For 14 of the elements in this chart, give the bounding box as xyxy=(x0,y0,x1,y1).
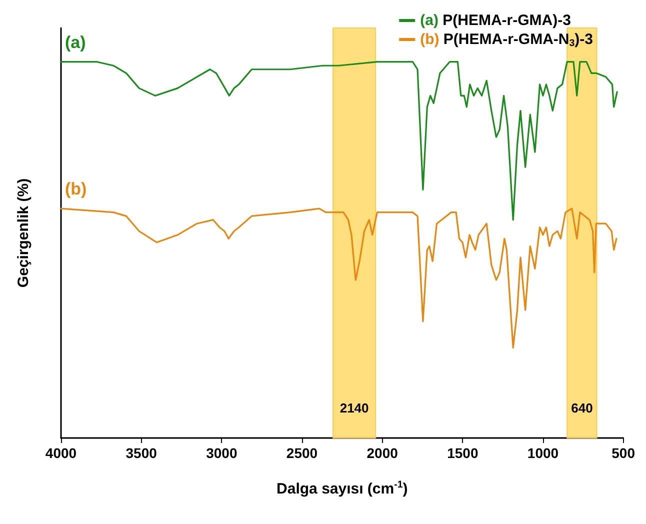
x-tick-label: 2000 xyxy=(366,445,398,461)
y-axis-title: Geçirgenlik (%) xyxy=(15,178,32,288)
text: (a) xyxy=(65,32,86,52)
x-tick-label: 2500 xyxy=(286,445,318,461)
legend-label: (a) P(HEMA-r-GMA)-3 xyxy=(420,12,571,29)
band-label: 2140 xyxy=(340,400,369,416)
x-tick-label: 3000 xyxy=(206,445,238,461)
x-tick-label: 500 xyxy=(612,445,636,461)
x-tick-label: 1500 xyxy=(447,445,478,461)
band-label: 640 xyxy=(571,400,593,416)
annotation: (b) xyxy=(65,180,87,199)
x-tick-label: 3500 xyxy=(126,445,158,461)
x-tick-label: 1000 xyxy=(527,445,559,461)
x-tick-label: 4000 xyxy=(45,445,77,461)
